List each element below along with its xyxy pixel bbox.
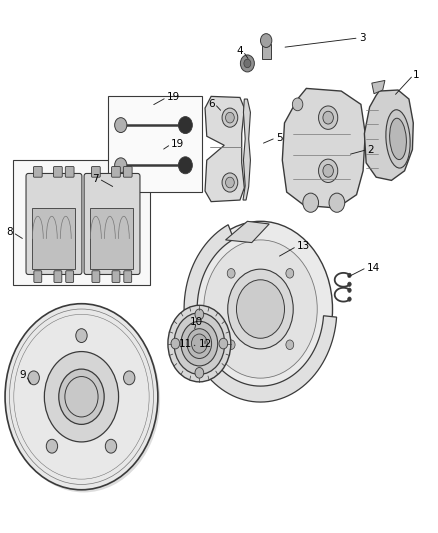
Circle shape (323, 165, 333, 177)
Circle shape (174, 313, 225, 374)
Circle shape (286, 340, 294, 350)
Polygon shape (205, 96, 244, 201)
Circle shape (222, 108, 238, 127)
Polygon shape (243, 99, 251, 200)
Polygon shape (372, 80, 385, 94)
FancyBboxPatch shape (92, 271, 100, 282)
FancyBboxPatch shape (66, 271, 74, 282)
Circle shape (204, 240, 317, 378)
Circle shape (227, 269, 235, 278)
FancyBboxPatch shape (33, 166, 42, 177)
FancyBboxPatch shape (65, 166, 74, 177)
Circle shape (318, 159, 338, 182)
Circle shape (44, 352, 119, 442)
Circle shape (191, 334, 207, 353)
Circle shape (171, 338, 180, 349)
Polygon shape (283, 88, 365, 208)
FancyBboxPatch shape (124, 271, 132, 282)
FancyBboxPatch shape (32, 208, 75, 269)
Circle shape (181, 321, 218, 366)
Circle shape (124, 371, 135, 385)
Circle shape (286, 269, 294, 278)
Circle shape (5, 304, 158, 490)
FancyBboxPatch shape (84, 173, 140, 274)
Ellipse shape (386, 110, 410, 168)
Circle shape (105, 439, 117, 453)
Circle shape (348, 288, 351, 293)
Circle shape (323, 111, 333, 124)
Circle shape (348, 282, 351, 286)
Circle shape (7, 306, 160, 492)
Circle shape (168, 305, 231, 382)
Circle shape (115, 158, 127, 173)
Circle shape (237, 280, 285, 338)
Circle shape (195, 309, 204, 320)
Text: 13: 13 (297, 241, 310, 251)
Text: 4: 4 (237, 46, 243, 56)
Text: 6: 6 (208, 99, 215, 109)
FancyBboxPatch shape (262, 44, 271, 59)
Circle shape (195, 368, 204, 378)
FancyBboxPatch shape (124, 166, 132, 177)
Circle shape (240, 55, 254, 72)
Circle shape (348, 297, 351, 301)
Circle shape (303, 193, 318, 212)
Text: 9: 9 (19, 370, 26, 381)
Text: 19: 19 (166, 92, 180, 102)
FancyBboxPatch shape (112, 271, 120, 282)
Circle shape (244, 59, 251, 68)
Circle shape (187, 329, 212, 359)
Text: 8: 8 (6, 228, 13, 238)
FancyBboxPatch shape (53, 166, 62, 177)
FancyBboxPatch shape (112, 166, 120, 177)
FancyBboxPatch shape (34, 271, 42, 282)
Text: 12: 12 (198, 338, 212, 349)
Circle shape (222, 173, 238, 192)
Ellipse shape (390, 118, 406, 159)
Text: 7: 7 (92, 174, 99, 184)
FancyBboxPatch shape (92, 166, 100, 177)
Circle shape (59, 369, 104, 424)
FancyBboxPatch shape (13, 160, 150, 285)
FancyBboxPatch shape (54, 271, 62, 282)
Circle shape (28, 371, 39, 385)
Circle shape (226, 177, 234, 188)
Polygon shape (226, 221, 269, 243)
Text: 2: 2 (367, 144, 374, 155)
Circle shape (261, 34, 272, 47)
Circle shape (178, 157, 192, 174)
Polygon shape (184, 225, 336, 402)
Text: 5: 5 (276, 133, 283, 143)
Circle shape (178, 117, 192, 134)
Circle shape (348, 273, 351, 278)
FancyBboxPatch shape (26, 173, 82, 274)
Circle shape (226, 112, 234, 123)
Polygon shape (364, 90, 413, 180)
Circle shape (65, 376, 98, 417)
Text: 3: 3 (359, 33, 365, 43)
Text: 14: 14 (367, 263, 380, 272)
Circle shape (188, 221, 332, 397)
Circle shape (318, 106, 338, 130)
Text: 10: 10 (190, 317, 203, 327)
Circle shape (219, 338, 228, 349)
Circle shape (46, 439, 58, 453)
Text: 19: 19 (171, 139, 184, 149)
Circle shape (329, 193, 345, 212)
Circle shape (292, 98, 303, 111)
Circle shape (227, 340, 235, 350)
Text: 11: 11 (179, 338, 192, 349)
Circle shape (76, 329, 87, 343)
Text: 1: 1 (413, 70, 420, 80)
FancyBboxPatch shape (90, 208, 134, 269)
FancyBboxPatch shape (108, 96, 201, 192)
Circle shape (228, 269, 293, 349)
Circle shape (115, 118, 127, 133)
